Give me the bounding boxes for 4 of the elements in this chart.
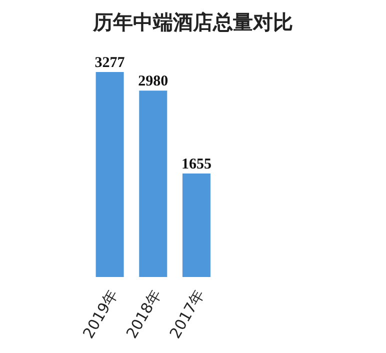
- data-label: 2980: [138, 74, 168, 90]
- data-label: 1655: [181, 156, 212, 172]
- data-label: 3277: [94, 55, 126, 71]
- chart-title: 历年中端酒店总量对比: [92, 9, 294, 36]
